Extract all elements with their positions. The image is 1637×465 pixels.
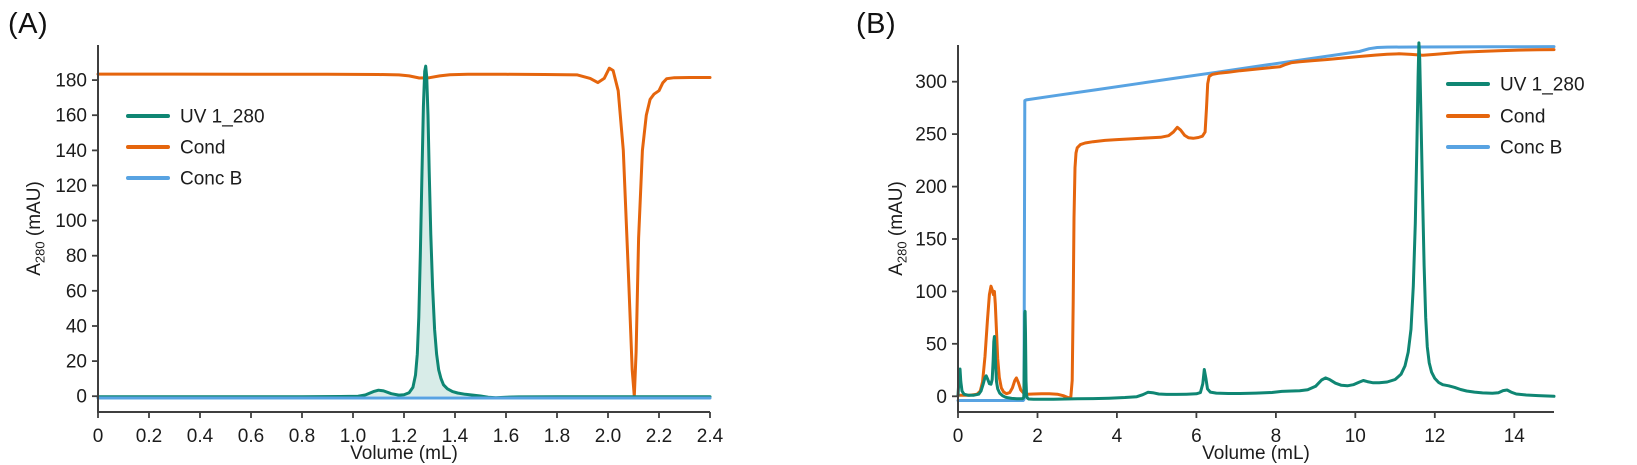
- legend-label: Cond: [1500, 107, 1545, 128]
- x-tick-label: 12: [1424, 426, 1445, 447]
- x-tick-label: 1.4: [442, 426, 469, 447]
- y-tick-label: 40: [66, 317, 87, 338]
- x-tick-label: 8: [1271, 426, 1282, 447]
- x-tick-label: 1.6: [493, 426, 519, 447]
- y-axis-title: A280 (mAU): [24, 181, 48, 276]
- x-tick-label: 6: [1191, 426, 1202, 447]
- series-line-cond: [956, 48, 1556, 400]
- series-line-uv-1-280: [96, 64, 712, 400]
- legend-item-conc-b: Conc B: [126, 169, 242, 190]
- y-tick-label: 120: [55, 176, 87, 197]
- legend-label: UV 1_280: [1500, 75, 1585, 96]
- legend-label: Cond: [180, 138, 225, 159]
- y-tick-label: 150: [915, 230, 947, 251]
- panel-a-label: (A): [8, 8, 49, 40]
- x-tick-label: 10: [1345, 426, 1366, 447]
- legend-label: Conc B: [180, 169, 242, 190]
- x-tick-label: 1.8: [544, 426, 570, 447]
- series-line-uv-1-280: [956, 41, 1556, 401]
- legend-item-cond: Cond: [126, 138, 225, 159]
- legend-item-uv-1-280: UV 1_280: [126, 107, 265, 128]
- x-tick-label: 0.8: [289, 426, 315, 447]
- legend-item-cond: Cond: [1446, 107, 1545, 128]
- y-tick-label: 50: [926, 334, 947, 355]
- y-tick-label: 140: [55, 141, 87, 162]
- panel-b-label: (B): [856, 8, 897, 40]
- y-tick-label: 300: [915, 72, 947, 93]
- legend-item-uv-1-280: UV 1_280: [1446, 75, 1585, 96]
- x-tick-label: 1.2: [391, 426, 417, 447]
- x-tick-label: 4: [1112, 426, 1123, 447]
- panel-B: 0 2 4 6 8 10 12 14 0 50 100 150 200 250 300 Volume (mL)…: [886, 41, 1585, 464]
- legend-label: Conc B: [1500, 138, 1562, 159]
- y-tick-label: 100: [915, 282, 947, 303]
- y-tick-label: 20: [66, 352, 87, 373]
- y-tick-label: 80: [66, 246, 87, 267]
- x-tick-label: 0.4: [187, 426, 214, 447]
- x-tick-label: 2.4: [697, 426, 724, 447]
- y-tick-label: 160: [55, 106, 87, 127]
- x-tick-label: 0: [93, 426, 104, 447]
- y-tick-label: 0: [936, 387, 947, 408]
- x-tick-label: 2.0: [595, 426, 621, 447]
- series-line-conc-b: [956, 45, 1556, 402]
- y-tick-label: 0: [76, 387, 87, 408]
- x-tick-label: 0.2: [136, 426, 162, 447]
- panel-A: 0 0.2 0.4 0.6 0.8 1.0 1.2 1.4 1.6 1.8 2.0 2.2 2.4 0 20…: [24, 45, 724, 464]
- y-tick-label: 180: [55, 71, 87, 92]
- y-tick-label: 250: [915, 125, 947, 146]
- x-tick-label: 2: [1032, 426, 1043, 447]
- x-tick-label: 2.2: [646, 426, 672, 447]
- peak-fill-A: [347, 66, 501, 398]
- y-axis-title: A280 (mAU): [886, 181, 910, 276]
- x-tick-label: 0.6: [238, 426, 264, 447]
- legend-item-conc-b: Conc B: [1446, 138, 1562, 159]
- x-axis-title: Volume (mL): [350, 443, 458, 464]
- y-tick-label: 100: [55, 211, 87, 232]
- x-tick-label: 1.0: [340, 426, 366, 447]
- series-line-cond: [96, 66, 712, 398]
- x-tick-label: 0: [953, 426, 964, 447]
- y-tick-label: 200: [915, 177, 947, 198]
- legend-label: UV 1_280: [180, 107, 265, 128]
- x-tick-label: 14: [1504, 426, 1526, 447]
- y-tick-label: 60: [66, 281, 87, 302]
- x-axis-title: Volume (mL): [1202, 443, 1310, 464]
